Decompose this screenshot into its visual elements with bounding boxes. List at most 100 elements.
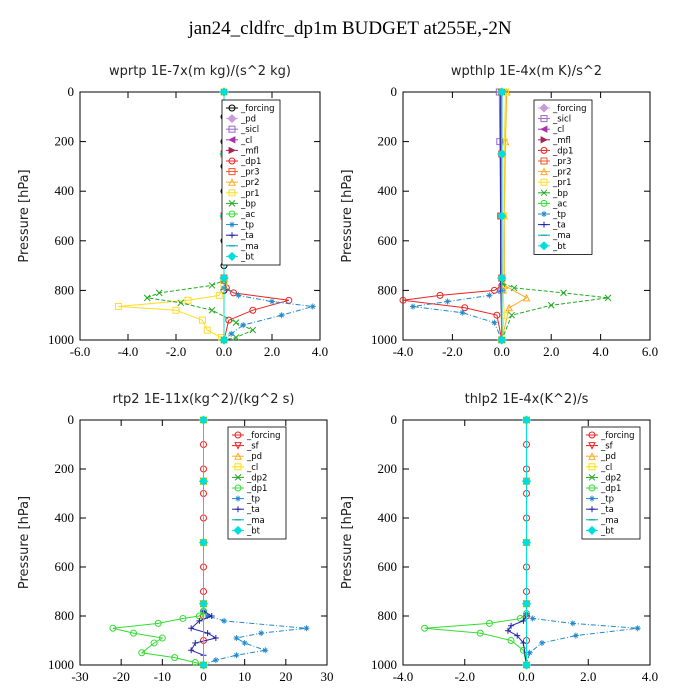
x-tick-label: -6.0: [70, 344, 91, 359]
data-point: [521, 415, 532, 425]
legend-label: _dp1: [600, 484, 621, 494]
data-point: [158, 634, 166, 642]
panel-title: thlp2 1E-4x(K^2)/s: [465, 392, 589, 407]
x-tick-label: -2.0: [166, 344, 187, 359]
data-point: [514, 632, 521, 639]
legend-marker: [234, 452, 242, 460]
x-tick-label: 6.0: [642, 344, 658, 359]
data-point: [130, 629, 138, 637]
data-point: [219, 273, 229, 283]
data-point: [196, 617, 203, 624]
legend-marker: [540, 115, 548, 123]
legend-marker: [228, 136, 236, 144]
legend-marker: [588, 463, 596, 471]
data-point: [212, 635, 219, 642]
legend-marker: [233, 525, 243, 535]
data-point: [522, 293, 531, 302]
data-point: [521, 599, 532, 609]
legend-label: _dp2: [246, 473, 267, 483]
x-tick-label: 0.0: [216, 344, 232, 359]
data-point: [221, 617, 228, 624]
legend-label: _ta: [600, 505, 614, 515]
legend-label: _ac: [552, 199, 567, 209]
legend-label: _pr1: [240, 189, 260, 199]
legend-label: _cl: [240, 136, 252, 146]
series-dp1: [399, 88, 506, 344]
series-line: [501, 91, 506, 341]
y-tick-label: 0: [68, 84, 75, 99]
y-tick-label: 1000: [371, 657, 397, 672]
legend-marker: [540, 136, 548, 144]
data-point: [232, 319, 240, 326]
x-tick-label: 2.0: [580, 669, 596, 684]
y-axis-label: Pressure [hPa]: [340, 169, 355, 262]
data-point: [184, 296, 192, 304]
data-point: [114, 303, 122, 311]
legend-marker: [540, 157, 548, 165]
legend-label: _ma: [246, 516, 265, 526]
data-point: [303, 625, 310, 632]
data-point: [486, 292, 493, 299]
data-point: [232, 334, 240, 341]
x-tick-label: 0.0: [518, 669, 534, 684]
data-point: [526, 649, 533, 656]
x-tick-label: -10: [154, 669, 171, 684]
data-point: [208, 613, 215, 619]
data-point: [233, 652, 240, 659]
legend-marker: [234, 442, 242, 450]
legend-marker: [588, 431, 596, 439]
data-point: [444, 298, 451, 305]
legend-label: _cl: [600, 463, 612, 473]
x-tick-label: 20: [279, 669, 292, 684]
data-point: [204, 630, 211, 637]
data-point: [529, 615, 536, 622]
legend-label: _pr1: [552, 178, 572, 188]
series-line: [526, 420, 638, 666]
y-tick-label: 800: [378, 282, 398, 297]
data-point: [278, 312, 285, 319]
legend-label: _ta: [552, 221, 566, 231]
data-point: [208, 306, 216, 314]
legend-label: _ma: [240, 242, 259, 252]
y-tick-label: 1000: [371, 332, 397, 347]
panel-3: rtp2 1E-11x(kg^2)/(kg^2 s) Pressure [hPa]…: [17, 392, 334, 684]
x-tick-label: 0: [200, 669, 207, 684]
legend-marker: [588, 452, 596, 460]
data-point: [461, 304, 469, 312]
x-tick-label: 4.0: [642, 669, 658, 684]
legend-label: _sf: [246, 442, 260, 452]
data-point: [496, 138, 504, 146]
legend: _forcing_sf_pd_cl_dp2_dp1_tp_ta_ma_bt: [581, 426, 641, 540]
legend-label: _forcing: [552, 104, 587, 114]
series-bp: [143, 88, 257, 344]
x-tick-label: 10: [238, 669, 251, 684]
data-point: [233, 635, 240, 642]
data-point: [191, 659, 199, 667]
legend-marker: [540, 199, 548, 207]
y-tick-label: 200: [378, 134, 398, 149]
figure-title: jan24_cldfrc_dp1m BUDGET at255E,-2N: [188, 18, 512, 39]
data-point: [538, 639, 545, 646]
series-tp: [409, 89, 505, 343]
legend-marker: [228, 168, 236, 176]
data-point: [572, 632, 579, 639]
data-point: [179, 614, 187, 622]
legend-label: _pr2: [552, 168, 572, 178]
legend: _forcing_sicl_cl_mfl_dp1_pr3_pr2_pr1_bp_…: [533, 99, 593, 255]
series-line: [501, 92, 609, 341]
x-tick-label: -2.0: [454, 669, 475, 684]
data-point: [507, 637, 515, 644]
data-point: [240, 322, 247, 329]
data-point: [150, 639, 158, 647]
data-point: [198, 415, 209, 425]
data-point: [476, 629, 484, 637]
data-point: [171, 654, 179, 662]
legend-marker: [589, 495, 595, 502]
data-point: [198, 537, 209, 548]
legend-marker: [228, 200, 236, 207]
x-tick-label: 2.0: [264, 344, 280, 359]
data-point: [215, 291, 223, 299]
data-point: [459, 309, 466, 316]
data-point: [188, 625, 195, 632]
